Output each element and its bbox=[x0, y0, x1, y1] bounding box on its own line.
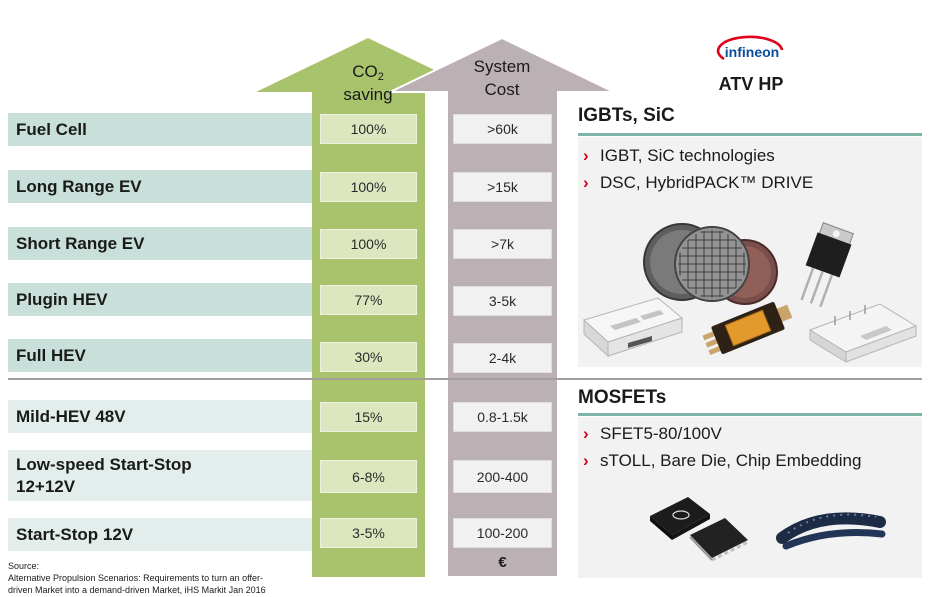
co2-header-line2: saving bbox=[343, 85, 393, 104]
cost-value: >15k bbox=[453, 172, 552, 202]
row-label-text: 12+12V bbox=[16, 476, 76, 496]
source-line: driven Market into a demand-driven Marke… bbox=[8, 585, 266, 595]
mosfet-bullet: sTOLL, Bare Die, Chip Embedding bbox=[583, 451, 861, 471]
co2-header-line1: CO2 bbox=[308, 60, 428, 83]
currency-symbol: € bbox=[498, 554, 507, 571]
co2-value: 3-5% bbox=[320, 518, 417, 548]
row-label-text: Short Range EV bbox=[16, 233, 145, 253]
co2-value: 100% bbox=[320, 172, 417, 202]
co2-value: 15% bbox=[320, 402, 417, 432]
mosfet-bullet: SFET5-80/100V bbox=[583, 424, 722, 444]
row-label-text: Fuel Cell bbox=[16, 119, 87, 139]
co2-value: 30% bbox=[320, 342, 417, 372]
row-label-text: Plugin HEV bbox=[16, 289, 108, 309]
row-label-text: Low-speed Start-Stop bbox=[16, 454, 192, 474]
row-label-start-stop-12v: Start-Stop 12V bbox=[8, 518, 312, 551]
cost-value: 3-5k bbox=[453, 286, 552, 316]
co2-value: 77% bbox=[320, 285, 417, 315]
cost-value: >60k bbox=[453, 114, 552, 144]
cost-header-line2: Cost bbox=[484, 80, 520, 99]
row-label-text: Start-Stop 12V bbox=[16, 524, 134, 544]
row-label-fuel-cell: Fuel Cell bbox=[8, 113, 312, 146]
cost-header-line1: System bbox=[473, 57, 531, 76]
cost-value: 100-200 bbox=[453, 518, 552, 548]
page-title: ATV HP bbox=[718, 74, 784, 94]
row-label-text: Long Range EV bbox=[16, 176, 142, 196]
row-label-short-range-ev: Short Range EV bbox=[8, 227, 312, 260]
co2-label: CO bbox=[352, 62, 378, 81]
co2-value: 100% bbox=[320, 114, 417, 144]
mosfet-accent-line bbox=[578, 413, 922, 416]
mosfet-heading: MOSFETs bbox=[578, 387, 667, 408]
igbt-heading: IGBTs, SiC bbox=[578, 105, 675, 126]
cost-value: 2-4k bbox=[453, 343, 552, 373]
co2-value: 100% bbox=[320, 229, 417, 259]
system-cost-header: System Cost bbox=[442, 55, 562, 101]
row-label-low-speed-start-stop: Low-speed Start-Stop 12+12V bbox=[8, 450, 312, 501]
source-note: Source: Alternative Propulsion Scenarios… bbox=[8, 560, 266, 596]
row-label-mild-hev: Mild-HEV 48V bbox=[8, 400, 312, 433]
section-divider bbox=[8, 378, 922, 380]
source-label: Source: bbox=[8, 561, 40, 571]
cost-value: >7k bbox=[453, 229, 552, 259]
co2-subscript: 2 bbox=[377, 71, 384, 83]
cost-value: 0.8-1.5k bbox=[453, 402, 552, 432]
row-label-text: Full HEV bbox=[16, 345, 86, 365]
co2-value: 6-8% bbox=[320, 460, 417, 493]
row-label-long-range-ev: Long Range EV bbox=[8, 170, 312, 203]
igbt-bullet: IGBT, SiC technologies bbox=[583, 146, 775, 166]
cost-value: 200-400 bbox=[453, 460, 552, 493]
row-label-full-hev: Full HEV bbox=[8, 339, 312, 372]
co2-saving-header: CO2 saving bbox=[308, 60, 428, 106]
igbt-bullet: DSC, HybridPACK™ DRIVE bbox=[583, 173, 813, 193]
igbt-panel-background bbox=[578, 137, 922, 367]
row-label-plugin-hev: Plugin HEV bbox=[8, 283, 312, 316]
igbt-accent-line bbox=[578, 133, 922, 136]
row-label-text: Mild-HEV 48V bbox=[16, 406, 126, 426]
source-line: Alternative Propulsion Scenarios: Requir… bbox=[8, 573, 263, 583]
